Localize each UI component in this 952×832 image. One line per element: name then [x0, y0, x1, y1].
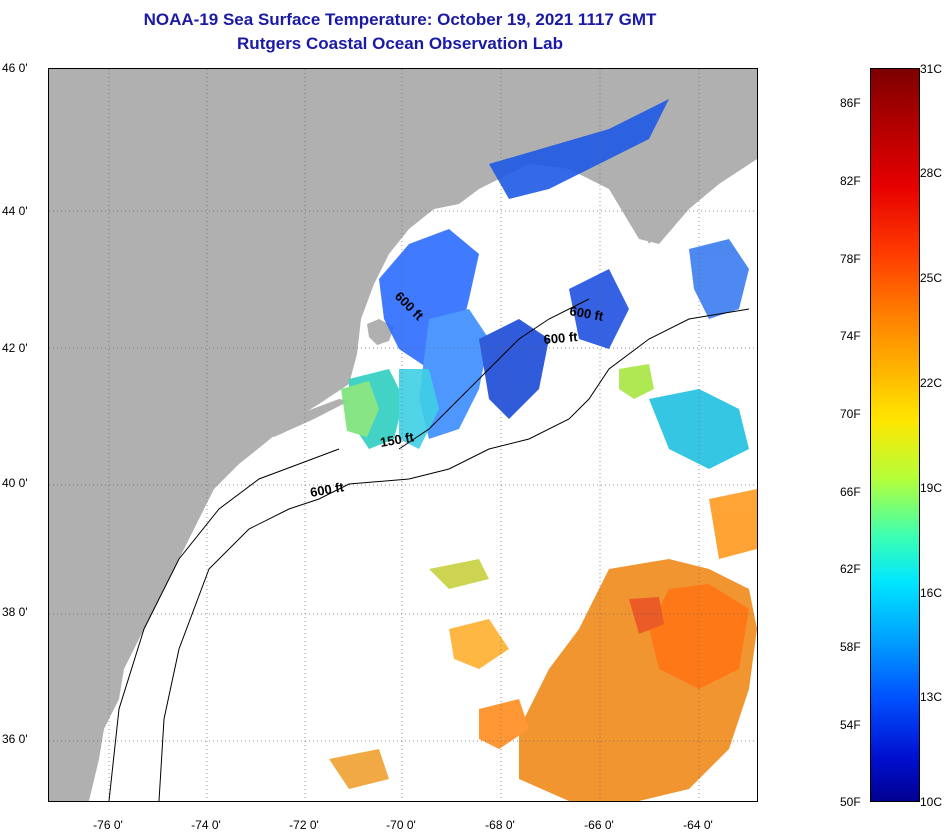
lon-label-72: -72 0' — [289, 818, 319, 832]
lat-label-46: 46 0' — [2, 61, 28, 75]
map-subtitle: Rutgers Coastal Ocean Observation Lab — [237, 34, 563, 53]
land-long-island — [259, 399, 349, 437]
lon-label-64: -64 0' — [683, 818, 713, 832]
colorbar-c-19: 19C — [920, 481, 943, 495]
sst-map: 600 ft 600 ft 600 ft 150 ft 600 ft — [48, 68, 758, 802]
colorbar-f-78: 78F — [840, 252, 861, 266]
colorbar-f-54: 54F — [840, 718, 861, 732]
map-svg: 600 ft 600 ft 600 ft 150 ft 600 ft — [49, 69, 757, 801]
map-title: NOAA-19 Sea Surface Temperature: October… — [143, 10, 657, 29]
land-mainland — [49, 69, 757, 801]
lat-label-38: 38 0' — [2, 605, 28, 619]
colorbar-f-70: 70F — [840, 407, 861, 421]
lon-label-74: -74 0' — [191, 818, 221, 832]
sst-data-cold — [379, 99, 749, 439]
colorbar-c-28: 28C — [920, 166, 943, 180]
contour-label-600ft-d: 600 ft — [309, 479, 346, 500]
colorbar-c-25: 25C — [920, 271, 943, 285]
lat-label-36: 36 0' — [2, 732, 28, 746]
colorbar-c-13: 13C — [920, 690, 943, 704]
colorbar-c-10: 10C — [920, 795, 943, 809]
contour-label-150ft: 150 ft — [379, 429, 416, 450]
sst-data-warm — [329, 489, 757, 801]
colorbar-f-86: 86F — [840, 96, 861, 110]
colorbar-c-16: 16C — [920, 586, 943, 600]
land-nova-scotia — [609, 137, 757, 244]
colorbar-f-50: 50F — [840, 795, 861, 809]
colorbar-f-58: 58F — [840, 640, 861, 654]
temperature-colorbar — [870, 68, 920, 802]
bathymetry-contours — [108, 298, 750, 801]
lon-label-66: -66 0' — [584, 818, 614, 832]
contour-label-600ft-b: 600 ft — [568, 303, 605, 324]
lat-label-40: 40 0' — [2, 476, 28, 490]
colorbar-f-74: 74F — [840, 329, 861, 343]
colorbar-f-66: 66F — [840, 485, 861, 499]
sst-data-mid — [341, 364, 749, 469]
lon-label-76: -76 0' — [93, 818, 123, 832]
lon-label-70: -70 0' — [386, 818, 416, 832]
colorbar-f-62: 62F — [840, 562, 861, 576]
colorbar-c-22: 22C — [920, 376, 943, 390]
lat-label-44: 44 0' — [2, 204, 28, 218]
contour-label-600ft-c: 600 ft — [543, 329, 579, 347]
lat-label-42: 42 0' — [2, 341, 28, 355]
colorbar-c-31: 31C — [920, 62, 943, 76]
lon-label-68: -68 0' — [485, 818, 515, 832]
colorbar-f-82: 82F — [840, 174, 861, 188]
